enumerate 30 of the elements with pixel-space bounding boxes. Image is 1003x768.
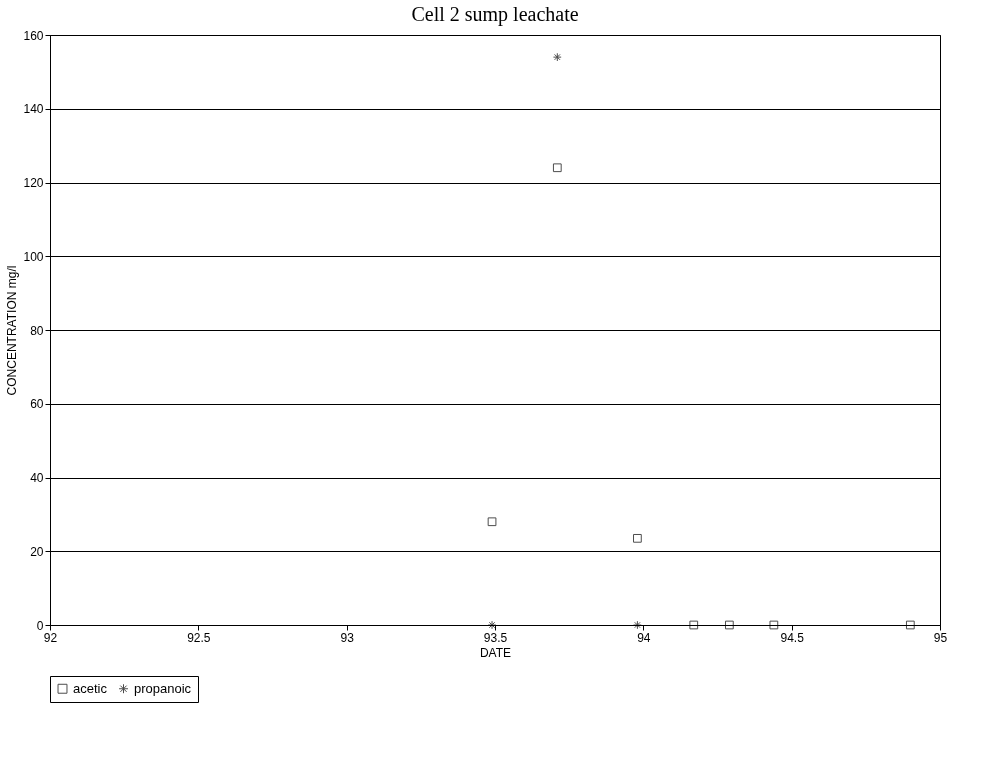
x-tick-label: 95 (933, 630, 948, 645)
y-tick-label: 120 (23, 176, 44, 190)
x-tick-label: 92 (43, 630, 58, 645)
x-tick-label: 93 (340, 630, 355, 645)
y-tick-label: 40 (30, 471, 44, 485)
y-tick-label: 0 (36, 618, 44, 633)
point (552, 52, 562, 62)
x-axis-title: DATE (479, 645, 512, 660)
point (724, 620, 734, 630)
legend-label: propanoic (134, 680, 192, 696)
x-tick-label: 93.5 (483, 630, 508, 645)
y-tick-label: 20 (30, 544, 44, 559)
point (552, 163, 562, 173)
point (633, 533, 642, 543)
x-tick-label: 92.5 (187, 630, 211, 645)
y-tick-label: 80 (30, 323, 44, 338)
y-tick-label: 140 (23, 102, 44, 117)
chart-title: Cell 2 sump leachate (411, 3, 579, 26)
y-tick-label: 100 (23, 249, 44, 264)
point (905, 620, 915, 630)
y-tick-label: 160 (23, 28, 44, 43)
x-tick-label: 94.5 (780, 630, 805, 645)
point (769, 620, 779, 630)
x-tick-label: 94 (637, 630, 651, 645)
point (633, 620, 642, 630)
legend-label: acetic (73, 680, 108, 696)
y-axis-title: CONCENTRATION mg/l (5, 265, 20, 396)
y-tick-label: 60 (30, 397, 44, 412)
point (689, 620, 699, 630)
point (487, 517, 497, 527)
